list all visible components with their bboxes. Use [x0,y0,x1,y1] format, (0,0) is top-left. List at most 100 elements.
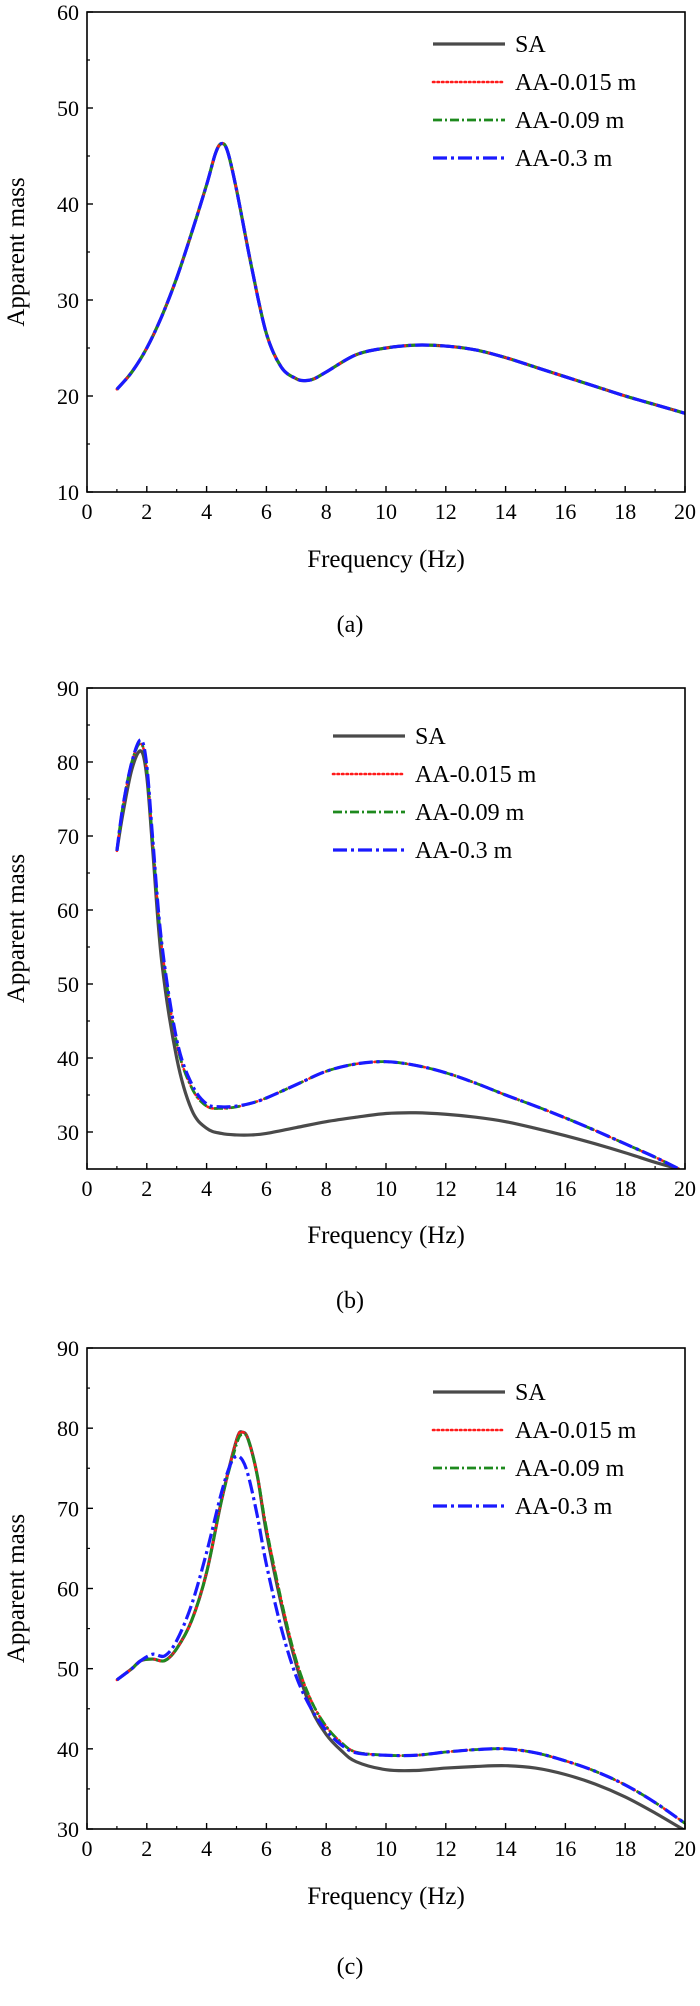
series-group [115,1430,685,1829]
x-tick-label: 4 [201,1836,212,1861]
x-tick-label: 16 [554,1836,576,1861]
panel-a: 0 2 4 6 8 10 12 14 16 18 20 10 20 30 40 50 60 Frequency (… [0,0,700,670]
x-tick-label: 2 [141,499,152,524]
series-line-2 [115,742,680,1169]
y-tick-label: 40 [57,1737,79,1762]
x-tick-label: 18 [614,499,636,524]
y-tick-label: 50 [57,972,79,997]
y-tick-label: 30 [57,288,79,313]
y-tick-label: 40 [57,192,79,217]
series-line-2 [116,1432,685,1825]
x-tick-label: 10 [375,1176,397,1201]
series-line-1 [115,142,685,415]
x-tick-label: 12 [435,1836,457,1861]
series-line-1 [115,742,681,1169]
y-tick-label: 30 [57,1817,79,1842]
series-line-3 [115,1454,685,1825]
x-tick-label: 18 [614,1836,636,1861]
x-axis-label: Frequency (Hz) [307,1883,465,1910]
x-tick-label: 20 [674,1176,696,1201]
panel-b: 0 2 4 6 8 10 12 14 16 18 20 30 40 50 60 70 80 90 Frequency… [0,668,700,1338]
y-tick-label: 50 [57,96,79,121]
y-tick-label: 90 [57,676,79,701]
series-line-3 [115,738,680,1169]
legend-label: AA-0.09 m [415,800,525,826]
series-line-3 [115,141,685,415]
y-tick-label: 80 [57,750,79,775]
y-tick-label: 60 [57,0,79,25]
legend-label: AA-0.015 m [415,762,537,788]
y-tick-label: 70 [57,824,79,849]
x-tick-label: 14 [495,1836,517,1861]
legend-label: AA-0.09 m [515,108,625,134]
series-line-0 [115,1430,685,1829]
legend-label: SA [515,1380,546,1406]
panel-c: 0 2 4 6 8 10 12 14 16 18 20 30 40 50 60 70 80 90 Frequency… [0,1336,700,2006]
y-tick-label: 10 [57,480,79,505]
y-tick-label: 20 [57,384,79,409]
x-tick-label: 20 [674,1836,696,1861]
y-tick-label: 70 [57,1496,79,1521]
chart-b: 0 2 4 6 8 10 12 14 16 18 20 30 40 50 60 70 80 90 Frequency… [3,676,696,1314]
series-line-0 [115,749,680,1169]
x-tick-label: 0 [82,1836,93,1861]
x-tick-label: 8 [321,499,332,524]
legend: SA AA-0.015 m AA-0.09 m AA-0.3 m [431,1380,637,1520]
legend-label: SA [415,724,446,750]
chart-a: 0 2 4 6 8 10 12 14 16 18 20 10 20 30 40 50 60 Frequency (… [3,0,696,638]
series-group [115,738,681,1169]
x-tick-label: 2 [141,1836,152,1861]
series-line-0 [115,141,685,415]
y-tick-label: 60 [57,898,79,923]
y-tick-label: 60 [57,1577,79,1602]
x-tick-label: 6 [261,1176,272,1201]
series-line-2 [115,142,685,415]
legend: SA AA-0.015 m AA-0.09 m AA-0.3 m [331,724,537,864]
series-group [115,141,685,415]
y-tick-label: 50 [57,1657,79,1682]
x-tick-label: 12 [435,1176,457,1201]
x-tick-label: 18 [614,1176,636,1201]
y-axis-label: Apparent mass [3,1514,30,1663]
panel-caption: (a) [337,612,364,638]
y-tick-label: 80 [57,1416,79,1441]
legend-label: AA-0.015 m [515,1418,637,1444]
y-tick-label: 30 [57,1120,79,1145]
x-tick-label: 0 [82,1176,93,1201]
x-tick-label: 16 [554,499,576,524]
panel-caption: (c) [337,1954,364,1980]
x-axis-label: Frequency (Hz) [307,1222,465,1249]
legend-label: SA [515,32,546,58]
x-tick-label: 8 [321,1836,332,1861]
legend-label: AA-0.3 m [515,1494,613,1520]
y-tick-label: 40 [57,1046,79,1071]
x-tick-label: 6 [261,499,272,524]
plot-frame [86,687,686,1170]
legend-label: AA-0.3 m [515,146,613,172]
chart-c: 0 2 4 6 8 10 12 14 16 18 20 30 40 50 60 70 80 90 Frequency… [3,1336,696,1980]
x-tick-label: 10 [375,499,397,524]
legend: SA AA-0.015 m AA-0.09 m AA-0.3 m [431,32,637,172]
x-tick-label: 6 [261,1836,272,1861]
y-axis-label: Apparent mass [3,177,30,326]
x-tick-label: 2 [141,1176,152,1201]
x-tick-label: 16 [554,1176,576,1201]
panel-caption: (b) [336,1288,364,1314]
x-tick-label: 4 [201,499,212,524]
x-tick-label: 0 [82,499,93,524]
x-axis-label: Frequency (Hz) [307,546,465,573]
x-tick-label: 8 [321,1176,332,1201]
legend-label: AA-0.09 m [515,1456,625,1482]
x-tick-label: 14 [495,499,517,524]
x-tick-label: 4 [201,1176,212,1201]
y-tick-label: 90 [57,1336,79,1361]
x-tick-label: 12 [435,499,457,524]
x-tick-label: 20 [674,499,696,524]
x-tick-label: 10 [375,1836,397,1861]
series-line-1 [115,1430,685,1825]
x-tick-label: 14 [495,1176,517,1201]
legend-label: AA-0.3 m [415,838,513,864]
y-axis-label: Apparent mass [3,854,30,1003]
legend-label: AA-0.015 m [515,70,637,96]
